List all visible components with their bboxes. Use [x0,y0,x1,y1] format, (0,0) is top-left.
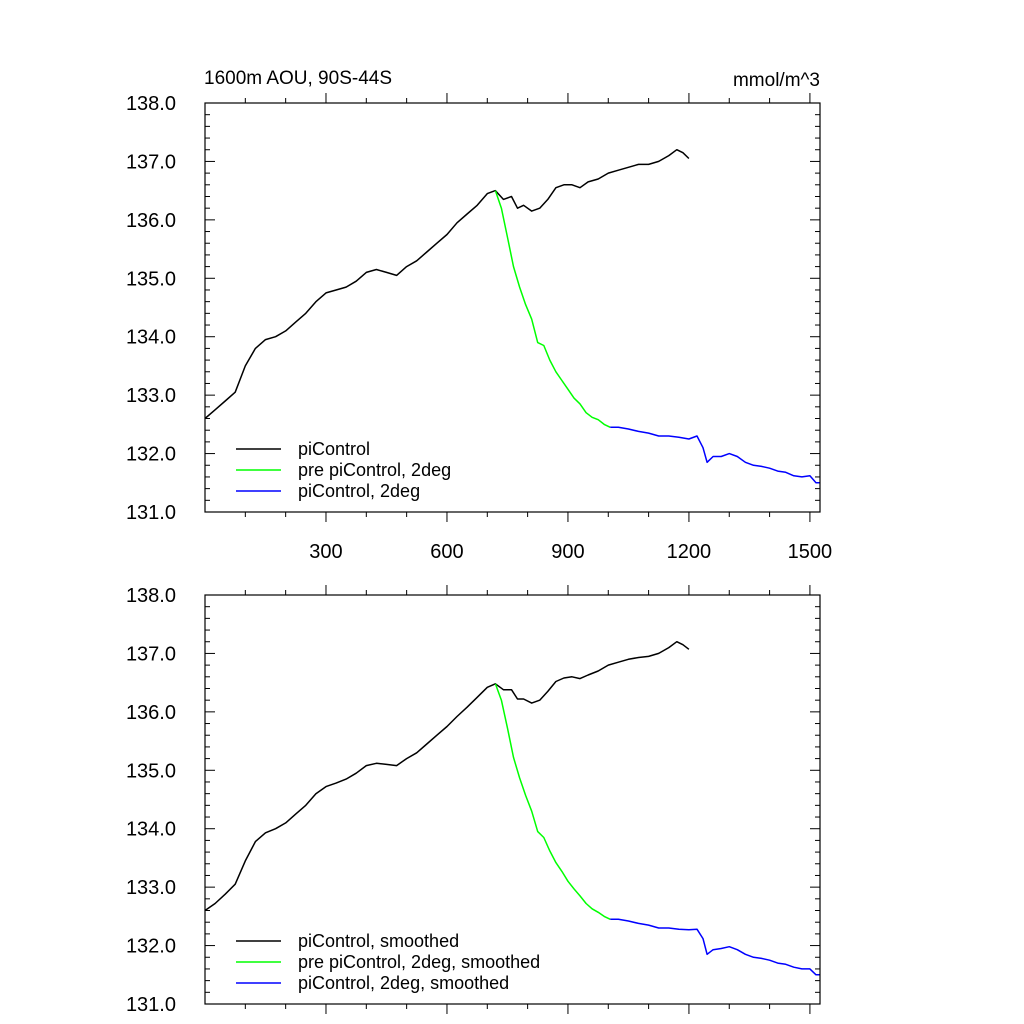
series-line-1 [494,683,611,920]
x-tick-label: 1500 [788,541,833,563]
x-tick-label: 300 [309,541,342,563]
y-tick-label: 138.0 [126,93,176,115]
top-panel: 1600m AOU, 90S-44S mmol/m^3 131.0132.013… [126,68,832,563]
legend-label: pre piControl, 2deg, smoothed [298,952,540,972]
series-line-2 [610,918,820,976]
y-tick-label: 135.0 [126,268,176,290]
bottom-panel-frame [204,594,821,1005]
legend-label: piControl, 2deg, smoothed [298,973,509,993]
y-tick-label: 136.0 [126,210,176,232]
y-tick-label: 134.0 [126,819,176,841]
y-tick-label: 138.0 [126,585,176,607]
top-panel-units: mmol/m^3 [733,70,820,91]
legend-label: piControl, 2deg [298,481,420,501]
legend-label: pre piControl, 2deg [298,460,451,480]
x-tick-label: 600 [430,541,463,563]
y-tick-label: 133.0 [126,385,176,407]
x-tick-label: 1200 [667,541,712,563]
legend-label: piControl, smoothed [298,931,459,951]
y-tick-label: 132.0 [126,936,176,958]
legend-label: piControl [298,439,370,459]
y-tick-label: 136.0 [126,702,176,724]
y-tick-label: 133.0 [126,877,176,899]
top-panel-series [204,148,820,484]
series-line-1 [494,190,611,428]
series-line-2 [610,426,820,484]
y-tick-label: 137.0 [126,643,176,665]
series-line-0 [204,640,690,912]
top-panel-title: 1600m AOU, 90S-44S [204,68,392,89]
y-tick-label: 135.0 [126,760,176,782]
y-tick-label: 132.0 [126,444,176,466]
y-tick-label: 131.0 [126,502,176,524]
x-tick-label: 900 [551,541,584,563]
y-tick-label: 131.0 [126,994,176,1016]
y-tick-label: 137.0 [126,151,176,173]
top-panel-ticks: 131.0 132.0 133.0 134.0 135.0 136.0 137.0 138.0… [126,93,832,563]
series-line-0 [204,148,690,420]
bottom-panel-series [204,640,820,976]
top-panel-frame [204,102,821,513]
bottom-panel: 131.0 132.0 133.0 134.0 135.0 136.0 137.0 138.0… [126,585,821,1016]
bottom-panel-ticks: 131.0 132.0 133.0 134.0 135.0 136.0 137.0 138.0 [126,585,820,1016]
y-tick-label: 134.0 [126,327,176,349]
